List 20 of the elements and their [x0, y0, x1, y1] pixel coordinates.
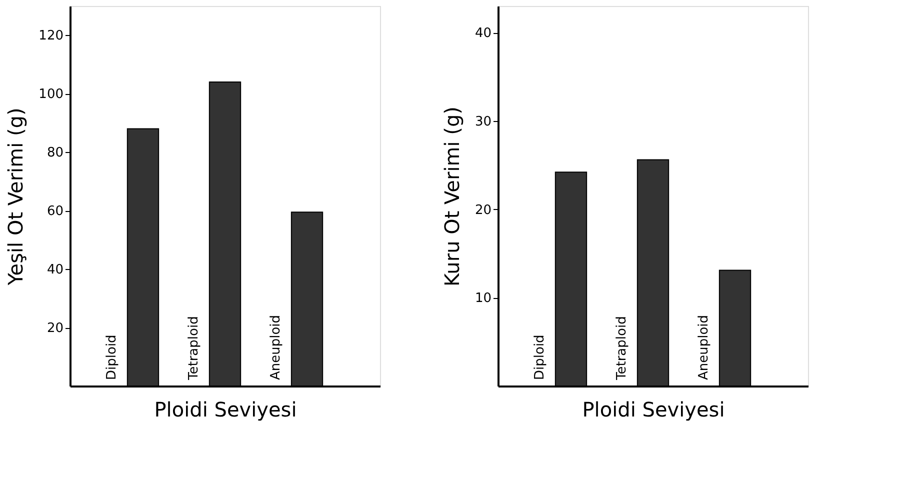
- y-tick-label: 10: [474, 291, 492, 306]
- x-tick-label: Tetraploid: [614, 316, 630, 381]
- x-axis-title: Ploidi Seviyesi: [154, 398, 297, 422]
- x-tick-label: Diploid: [532, 334, 548, 380]
- x-tick-label: Tetraploid: [186, 316, 202, 381]
- y-tick-label: 120: [38, 28, 64, 44]
- y-axis-title: Yeşil Ot Verimi (g): [4, 108, 28, 286]
- y-axis-title: Kuru Ot Verimi (g): [440, 106, 464, 286]
- y-tick-label: 20: [474, 202, 492, 218]
- y-tick-label: 40: [474, 26, 492, 42]
- y-tick-label: 80: [46, 146, 64, 161]
- y-tick-label: 100: [38, 87, 64, 102]
- x-tick-label: Aneuploid: [696, 314, 712, 380]
- y-tick-label: 30: [474, 114, 492, 130]
- x-axis-title: Ploidi Seviyesi: [582, 398, 725, 422]
- y-tick-label: 20: [46, 321, 64, 336]
- y-tick-label: 40: [46, 262, 64, 278]
- x-tick-label: Aneuploid: [268, 314, 284, 380]
- x-tick-label: Diploid: [104, 334, 120, 380]
- y-tick-label: 60: [46, 204, 64, 220]
